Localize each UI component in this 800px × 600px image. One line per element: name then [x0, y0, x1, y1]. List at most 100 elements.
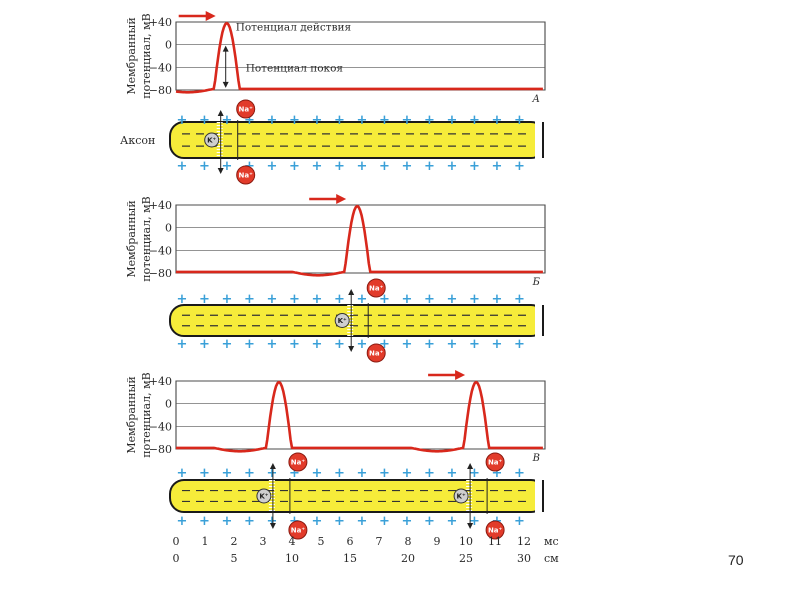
positive-charge-icon: +: [514, 466, 525, 481]
positive-charge-icon: +: [199, 292, 210, 307]
cm-tick-label: 0: [173, 552, 180, 565]
positive-charge-icon: +: [402, 159, 413, 174]
y-tick-label: 0: [165, 398, 172, 411]
positive-charge-icon: +: [447, 292, 458, 307]
positive-charge-icon: +: [469, 337, 480, 352]
positive-charge-icon: +: [222, 159, 233, 174]
positive-charge-icon: +: [222, 337, 233, 352]
y-axis-label: потенциал, мВ: [140, 13, 153, 98]
ms-tick-label: 5: [318, 535, 325, 548]
y-axis-label: Мембранный: [125, 17, 138, 94]
cm-tick-label: 25: [459, 552, 473, 565]
axon-body: [169, 304, 546, 337]
positive-charge-icon: +: [514, 159, 525, 174]
y-tick-label: +40: [149, 16, 172, 29]
positive-charge-icon: +: [402, 466, 413, 481]
positive-charge-icon: +: [334, 514, 345, 529]
positive-charge-icon: +: [469, 113, 480, 128]
ms-tick-label: 6: [347, 535, 354, 548]
arrowhead-icon: [217, 168, 224, 174]
positive-charge-icon: +: [289, 466, 300, 481]
y-tick-label: −80: [149, 84, 172, 97]
positive-charge-icon: +: [447, 514, 458, 529]
positive-charge-icon: +: [357, 337, 368, 352]
na-ion-label: Na⁺: [369, 285, 384, 293]
positive-charge-icon: +: [424, 159, 435, 174]
panel-3: Мембранный потенциал, мВ+40 0 −40 −80 В + + + + + +…: [125, 370, 549, 529]
positive-charge-icon: +: [222, 466, 233, 481]
ms-tick-label: 1: [202, 535, 209, 548]
k-ion-icon: [334, 313, 350, 328]
arrowhead-icon: [222, 81, 229, 88]
y-tick-label: −40: [149, 61, 172, 74]
positive-charge-icon: +: [244, 113, 255, 128]
positive-charge-icon: +: [514, 292, 525, 307]
na-ion-icon: [288, 452, 308, 472]
positive-charge-icon: +: [357, 466, 368, 481]
positive-charge-icon: +: [379, 159, 390, 174]
na-ion-icon: [288, 520, 308, 540]
positive-charge-icon: +: [244, 292, 255, 307]
positive-charge-icon: +: [334, 113, 345, 128]
panel-2: Мембранный потенциал, мВ+40 0 −40 −80 Б + + + + + +…: [125, 194, 549, 352]
ms-tick-label: 7: [376, 535, 383, 548]
positive-charge-icon: +: [244, 466, 255, 481]
positive-charge-icon: +: [447, 113, 458, 128]
na-ion-label: Na⁺: [239, 106, 254, 114]
membrane-potential-trace: [176, 204, 543, 277]
positive-charge-icon: +: [424, 292, 435, 307]
panel-letter: А: [531, 94, 540, 105]
arrowhead-icon: [467, 523, 474, 529]
positive-charge-icon: +: [334, 337, 345, 352]
cm-unit-label: см: [544, 552, 559, 565]
positive-charge-icon: +: [357, 113, 368, 128]
positive-charge-icon: +: [312, 514, 323, 529]
positive-charge-icon: +: [312, 466, 323, 481]
y-tick-label: 0: [165, 39, 172, 52]
positive-charge-icon: +: [357, 514, 368, 529]
positive-charge-icon: +: [312, 292, 323, 307]
positive-charge-icon: +: [312, 159, 323, 174]
y-axis-label: Мембранный: [125, 376, 138, 453]
positive-charge-icon: +: [379, 292, 390, 307]
positive-charge-icon: +: [424, 113, 435, 128]
ms-tick-label: 11: [488, 535, 502, 548]
positive-charge-icon: +: [177, 337, 188, 352]
positive-charge-icon: +: [199, 113, 210, 128]
positive-charge-icon: +: [244, 337, 255, 352]
positive-charge-icon: +: [402, 113, 413, 128]
cm-tick-label: 5: [231, 552, 238, 565]
k-ion-icon: [204, 132, 220, 148]
ms-tick-label: 2: [231, 535, 238, 548]
cm-tick-label: 10: [285, 552, 299, 565]
ms-tick-label: 9: [434, 535, 441, 548]
arrowhead-icon: [336, 194, 347, 204]
positive-charge-icon: +: [514, 113, 525, 128]
positive-charge-icon: +: [514, 337, 525, 352]
positive-charge-icon: +: [312, 337, 323, 352]
arrowhead-icon: [269, 523, 276, 529]
k-ion-label: K⁺: [207, 137, 216, 145]
positive-charge-icon: +: [267, 113, 278, 128]
arrowhead-icon: [217, 110, 224, 116]
positive-charge-icon: +: [379, 466, 390, 481]
na-ion-icon: [485, 520, 505, 540]
positive-charge-icon: +: [289, 159, 300, 174]
panel-1: Мембранный потенциал, мВ+40 0 −40 −80 А Потенц…: [120, 11, 549, 174]
positive-charge-icon: +: [334, 159, 345, 174]
cm-tick-label: 20: [401, 552, 415, 565]
panel-letter: В: [532, 453, 540, 464]
cm-tick-label: 15: [343, 552, 357, 565]
y-tick-label: −80: [149, 443, 172, 456]
positive-charge-icon: +: [447, 337, 458, 352]
positive-charge-icon: +: [267, 514, 278, 529]
positive-charge-icon: +: [267, 292, 278, 307]
ms-tick-label: 10: [459, 535, 473, 548]
positive-charge-icon: +: [222, 292, 233, 307]
positive-charge-icon: +: [379, 113, 390, 128]
arrowhead-icon: [222, 45, 229, 52]
positive-charge-icon: +: [312, 113, 323, 128]
k-ion-label: K⁺: [457, 493, 466, 501]
positive-charge-icon: +: [222, 113, 233, 128]
positive-charge-icon: +: [492, 159, 503, 174]
